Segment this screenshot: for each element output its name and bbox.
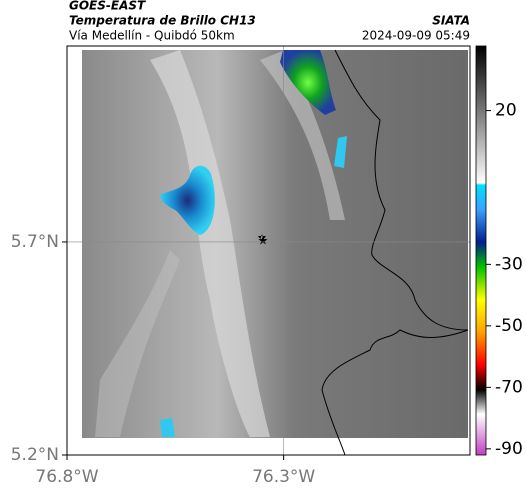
subtitle: Vía Medellín - Quibdó 50km — [69, 29, 235, 43]
colorbar-tick-label: -70 — [495, 377, 523, 397]
imagery: ★ — [82, 49, 469, 456]
colorbar-tick-label: 20 — [495, 101, 517, 121]
y-tick-label: 5.7°N — [11, 232, 59, 252]
colorbar-tick-label: -90 — [495, 439, 523, 459]
colorbar-tick-label: -50 — [495, 316, 523, 336]
axis-ticks: 76.8°W 76.3°W 5.2°N 5.7°N — [11, 232, 316, 487]
colorbar-tick-label: -30 — [495, 254, 523, 274]
brand: SIATA — [432, 14, 470, 28]
x-tick-label: 76.8°W — [35, 467, 98, 487]
y-tick-label: 5.2°N — [11, 445, 59, 465]
title: Temperatura de Brillo CH13 — [69, 14, 256, 28]
colorbar — [475, 45, 487, 456]
location-marker: ★ — [258, 234, 269, 248]
source: GOES-EAST — [69, 0, 146, 13]
x-tick-label: 76.3°W — [252, 467, 315, 487]
colorbar-ticks: 20 -30 -50 -70 -90 — [486, 101, 523, 459]
map-frame — [66, 45, 471, 456]
datetime: 2024-09-09 05:49 — [362, 29, 470, 43]
